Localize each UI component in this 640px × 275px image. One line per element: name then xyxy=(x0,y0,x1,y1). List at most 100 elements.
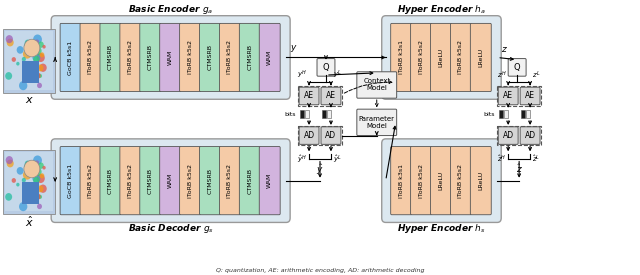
Circle shape xyxy=(24,196,28,200)
Text: LReLU: LReLU xyxy=(438,171,444,190)
Text: CTMSRB: CTMSRB xyxy=(148,45,153,70)
Circle shape xyxy=(40,52,44,57)
FancyBboxPatch shape xyxy=(160,23,180,92)
Circle shape xyxy=(25,40,31,46)
Circle shape xyxy=(38,74,42,78)
FancyBboxPatch shape xyxy=(80,147,101,215)
FancyBboxPatch shape xyxy=(259,23,280,92)
Bar xyxy=(300,110,304,118)
Text: IToRB k3s1: IToRB k3s1 xyxy=(399,40,404,75)
Text: Q: quantization, AE: arithmetic encoding, AD: arithmetic decoding: Q: quantization, AE: arithmetic encoding… xyxy=(216,268,424,273)
Text: IToRB k5s2: IToRB k5s2 xyxy=(227,40,232,75)
Circle shape xyxy=(33,53,40,62)
Text: AE: AE xyxy=(503,92,513,100)
Bar xyxy=(298,86,342,106)
Bar xyxy=(3,150,55,214)
Text: IToRB k3s1: IToRB k3s1 xyxy=(399,164,404,198)
Bar xyxy=(497,126,541,145)
FancyBboxPatch shape xyxy=(431,23,451,92)
Text: $\hat{x}$: $\hat{x}$ xyxy=(25,214,34,229)
Text: $y^H$: $y^H$ xyxy=(297,68,307,81)
Circle shape xyxy=(28,72,35,79)
FancyBboxPatch shape xyxy=(120,147,141,215)
FancyBboxPatch shape xyxy=(220,23,241,92)
Circle shape xyxy=(22,178,26,182)
Circle shape xyxy=(33,56,40,63)
Bar xyxy=(497,86,541,106)
Circle shape xyxy=(33,155,42,165)
Circle shape xyxy=(12,178,16,183)
Text: CTMSRB: CTMSRB xyxy=(207,45,212,70)
Circle shape xyxy=(42,166,45,170)
Circle shape xyxy=(5,72,12,80)
Text: $x$: $x$ xyxy=(25,95,34,105)
Circle shape xyxy=(17,167,24,175)
Circle shape xyxy=(25,161,31,167)
Text: $z^L$: $z^L$ xyxy=(532,69,541,81)
Text: $\hat{z}^H$: $\hat{z}^H$ xyxy=(497,154,506,166)
Text: WAM: WAM xyxy=(268,50,272,65)
FancyBboxPatch shape xyxy=(357,72,397,98)
FancyBboxPatch shape xyxy=(470,23,492,92)
Circle shape xyxy=(30,40,34,44)
Circle shape xyxy=(33,34,42,44)
Circle shape xyxy=(24,75,28,79)
FancyBboxPatch shape xyxy=(431,147,451,215)
Text: LReLU: LReLU xyxy=(478,48,483,67)
Text: CTMSRB: CTMSRB xyxy=(148,168,153,194)
FancyBboxPatch shape xyxy=(140,147,161,215)
Text: IToRB k5s2: IToRB k5s2 xyxy=(458,164,463,198)
FancyBboxPatch shape xyxy=(451,23,471,92)
FancyBboxPatch shape xyxy=(508,59,526,76)
Bar xyxy=(504,110,508,118)
Circle shape xyxy=(6,39,13,46)
Circle shape xyxy=(35,193,41,200)
Circle shape xyxy=(33,177,40,184)
FancyBboxPatch shape xyxy=(140,23,161,92)
Circle shape xyxy=(39,185,47,193)
Circle shape xyxy=(19,81,28,90)
Text: AD: AD xyxy=(525,131,536,140)
Circle shape xyxy=(34,46,42,55)
Text: $\hat{z}^L$: $\hat{z}^L$ xyxy=(532,154,540,166)
Circle shape xyxy=(12,57,16,62)
Text: WAM: WAM xyxy=(168,50,173,65)
Circle shape xyxy=(5,193,12,201)
Circle shape xyxy=(24,160,40,178)
Circle shape xyxy=(33,174,40,183)
Text: AE: AE xyxy=(304,92,314,100)
Text: CTMSRB: CTMSRB xyxy=(207,168,212,194)
Text: IToRB k5s2: IToRB k5s2 xyxy=(88,40,93,75)
Text: $y$: $y$ xyxy=(290,43,298,54)
FancyBboxPatch shape xyxy=(100,23,121,92)
Text: AD: AD xyxy=(303,131,315,140)
Text: $\hat{y}$: $\hat{y}$ xyxy=(316,162,324,177)
Circle shape xyxy=(24,43,29,49)
Circle shape xyxy=(33,75,38,81)
FancyBboxPatch shape xyxy=(470,147,492,215)
Circle shape xyxy=(38,42,44,48)
Text: AD: AD xyxy=(325,131,337,140)
Bar xyxy=(305,110,309,118)
FancyBboxPatch shape xyxy=(259,147,280,215)
Circle shape xyxy=(19,202,28,211)
FancyBboxPatch shape xyxy=(520,87,540,105)
Text: AD: AD xyxy=(502,131,514,140)
Circle shape xyxy=(30,170,33,173)
Circle shape xyxy=(37,64,44,72)
FancyBboxPatch shape xyxy=(200,23,220,92)
Circle shape xyxy=(42,45,45,49)
FancyBboxPatch shape xyxy=(381,139,501,222)
Text: WAM: WAM xyxy=(268,173,272,188)
Circle shape xyxy=(30,49,33,52)
FancyBboxPatch shape xyxy=(160,147,180,215)
Bar xyxy=(5,152,53,211)
Text: IToRB k5s2: IToRB k5s2 xyxy=(188,164,193,198)
Circle shape xyxy=(17,46,24,54)
Text: LReLU: LReLU xyxy=(438,48,444,67)
Circle shape xyxy=(16,62,20,65)
FancyBboxPatch shape xyxy=(200,147,220,215)
Text: IToRB k5s2: IToRB k5s2 xyxy=(128,40,133,75)
Text: AE: AE xyxy=(525,92,535,100)
Text: Hyper Encoder $h_s$: Hyper Encoder $h_s$ xyxy=(397,222,486,235)
